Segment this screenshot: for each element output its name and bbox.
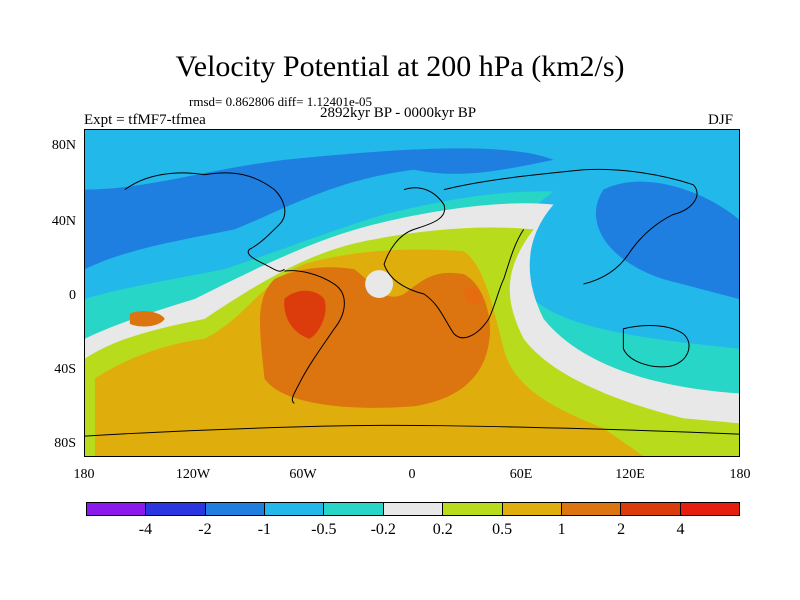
lat-label-80s: 80S: [54, 436, 76, 451]
asia-coastline: [443, 168, 698, 285]
colorbar: [86, 502, 740, 516]
colorbar-segment: [502, 503, 562, 515]
colorbar-segment: [383, 503, 444, 515]
south-america-coastline: [284, 270, 345, 404]
lon-label-120e: 120E: [615, 467, 645, 482]
lon-label-60w: 60W: [289, 467, 317, 482]
coastlines: [85, 168, 739, 437]
colorbar-label: -2: [198, 521, 212, 538]
antarctica-coastline: [85, 424, 739, 437]
colorbar-segment: [265, 503, 325, 515]
colorbar-segment: [146, 503, 206, 515]
colorbar-label: -1: [257, 521, 272, 538]
colorbar-segment: [561, 503, 622, 515]
lon-label-180w: 180: [73, 467, 95, 482]
lon-label-60e: 60E: [509, 467, 533, 482]
experiment-label: Expt = tfMF7-tfmea: [84, 112, 206, 128]
lat-label-80n: 80N: [51, 138, 76, 153]
lon-label-180e: 180: [729, 467, 751, 482]
field-fill-positive-strong: [129, 311, 165, 327]
colorbar-segment: [680, 503, 739, 515]
colorbar-segment: [324, 503, 384, 515]
lat-label-40s: 40S: [54, 362, 76, 377]
europe-africa-coastline: [383, 187, 525, 339]
stats-text: rmsd= 0.862806 diff= 1.12401e-05: [189, 94, 373, 109]
australia-coastline: [622, 325, 690, 368]
colorbar-label: 0.2: [432, 521, 453, 538]
lat-label-0: 0: [69, 288, 76, 303]
season-label: DJF: [708, 112, 734, 128]
lat-label-40n: 40N: [51, 214, 76, 229]
lon-label-0: 0: [408, 467, 416, 482]
north-america-coastline: [124, 172, 286, 272]
colorbar-label: -0.5: [311, 521, 337, 538]
colorbar-label: -4: [138, 521, 153, 538]
colorbar-label: 4: [676, 521, 685, 538]
field-fill-positive-maximum: [463, 287, 483, 305]
colorbar-label: 2: [617, 521, 626, 538]
field-fill-positive-maximum: [284, 290, 326, 339]
velocity-potential-map: [84, 129, 740, 457]
map-title: Velocity Potential at 200 hPa (km2/s): [175, 50, 625, 83]
colorbar-label: 1: [557, 521, 566, 538]
colorbar-segment: [621, 503, 681, 515]
period-label: 2892kyr BP - 0000kyr BP: [320, 105, 477, 121]
colorbar-segment: [205, 503, 266, 515]
colorbar-label: -0.2: [370, 521, 396, 538]
field-fill-neutral-patch: [365, 270, 394, 298]
colorbar-segment: [443, 503, 503, 515]
lon-label-120w: 120W: [175, 467, 211, 482]
colorbar-segment: [87, 503, 147, 515]
colorbar-label: 0.5: [492, 521, 513, 538]
